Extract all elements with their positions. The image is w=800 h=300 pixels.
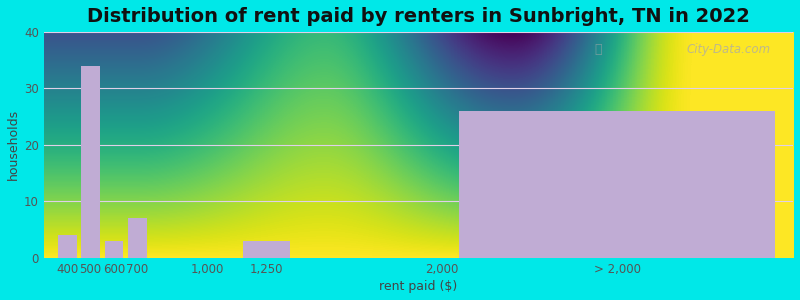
Text: ⓘ: ⓘ — [594, 43, 602, 56]
Bar — [459, 111, 775, 258]
Text: City-Data.com: City-Data.com — [686, 43, 770, 56]
X-axis label: rent paid ($): rent paid ($) — [379, 280, 458, 293]
Bar — [82, 66, 100, 258]
Title: Distribution of rent paid by renters in Sunbright, TN in 2022: Distribution of rent paid by renters in … — [87, 7, 750, 26]
Y-axis label: households: households — [7, 109, 20, 180]
Bar — [128, 218, 147, 258]
Bar — [105, 241, 123, 258]
Bar — [243, 241, 290, 258]
Bar — [58, 236, 77, 258]
